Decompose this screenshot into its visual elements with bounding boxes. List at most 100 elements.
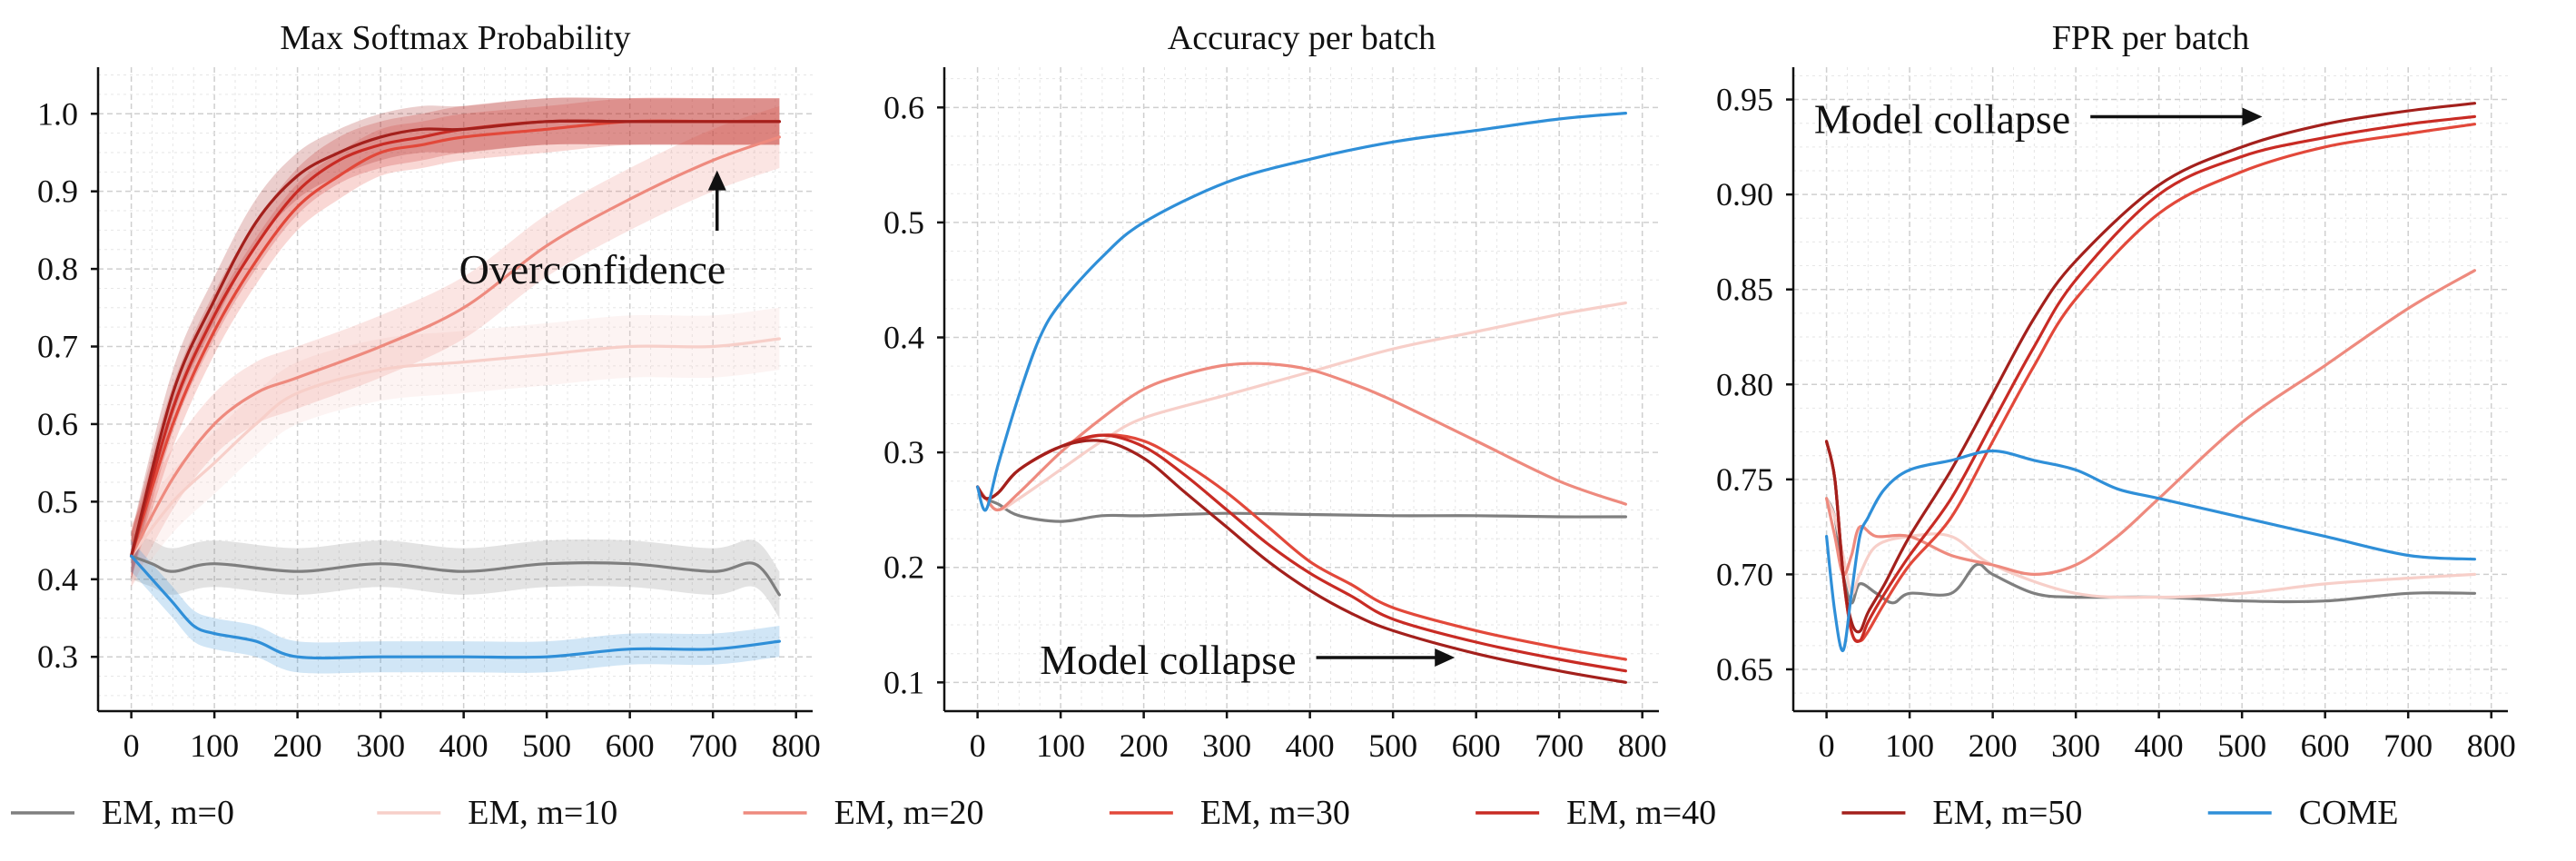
y-tick-label: 0.90 (1716, 176, 1773, 213)
x-tick-label: 200 (1120, 727, 1169, 764)
y-tick-label: 0.85 (1716, 272, 1773, 308)
chart-panel-2: Accuracy per batch 0 100 200 300 400 500 600 700… (883, 19, 1667, 764)
y-tick-label: 0.70 (1716, 556, 1773, 592)
x-tick-label: 0 (970, 727, 986, 764)
series-group (130, 97, 781, 674)
series-band-come (131, 540, 780, 674)
legend-item: EM, m=10 (377, 794, 617, 832)
legend-item: EM, m=0 (11, 794, 234, 832)
x-tick-label: 700 (688, 727, 737, 764)
x-tick-label: 600 (1452, 727, 1501, 764)
x-tick-label: 0 (1819, 727, 1835, 764)
x-tick-label: 800 (2467, 727, 2516, 764)
chart-panel-3: FPR per batch 0 100 200 300 400 500 600 700 800 0.… (1716, 19, 2516, 764)
chart-title: FPR per batch (2052, 19, 2249, 57)
x-tick-label: 500 (1368, 727, 1417, 764)
annotation-arrowhead (707, 170, 726, 191)
series-line-em-m-50 (1825, 102, 2476, 634)
series-line-em-m-40 (976, 433, 1627, 673)
series-line-come (976, 112, 1627, 512)
series-band-em-m-40 (131, 97, 780, 579)
series-line-em-m-20 (976, 361, 1627, 512)
annotation-arrowhead (1435, 648, 1456, 668)
chart-panels: Max Softmax Probability 0 100 200 300 400 500 6… (37, 19, 2516, 764)
legend-item: EM, m=40 (1476, 794, 1716, 832)
x-tick-label: 300 (356, 727, 405, 764)
y-tick-label: 0.7 (37, 329, 78, 365)
x-tick-label: 200 (1969, 727, 2018, 764)
series-line-em-m-0 (130, 554, 781, 597)
annotation-text: Model collapse (1040, 637, 1296, 683)
chart-title: Accuracy per batch (1168, 19, 1436, 57)
grid (98, 67, 813, 711)
legend-label: EM, m=20 (834, 794, 984, 832)
series-line-em-m-10 (976, 301, 1627, 511)
x-tick-label: 400 (1286, 727, 1335, 764)
legend-item: EM, m=30 (1109, 794, 1350, 832)
y-tick-label: 0.1 (883, 664, 924, 700)
x-tick-label: 600 (606, 727, 655, 764)
series-band-em-m-30 (131, 97, 780, 579)
x-tick-label: 100 (1036, 727, 1085, 764)
y-tick-label: 1.0 (37, 95, 78, 132)
y-tick-label: 0.2 (883, 549, 924, 586)
x-tick-label: 0 (123, 727, 140, 764)
series-line-em-m-20 (1825, 269, 2476, 577)
y-tick-label: 0.3 (37, 638, 78, 675)
x-tick-label: 700 (2384, 727, 2433, 764)
legend-item: EM, m=50 (1841, 794, 2082, 832)
series-group (1825, 102, 2476, 652)
x-tick-label: 100 (190, 727, 239, 764)
series-group (976, 112, 1627, 684)
chart-title: Max Softmax Probability (280, 19, 630, 57)
y-tick-label: 0.4 (37, 561, 78, 598)
x-tick-label: 800 (1618, 727, 1667, 764)
x-tick-label: 500 (2217, 727, 2266, 764)
y-tick-label: 0.3 (883, 434, 924, 470)
y-tick-label: 0.4 (883, 320, 924, 356)
y-tick-label: 0.5 (37, 483, 78, 520)
legend-label: EM, m=30 (1200, 794, 1350, 832)
y-tick-label: 0.6 (37, 406, 78, 442)
annotation-text: Model collapse (1814, 95, 2070, 142)
series-line-em-m-40 (1825, 114, 2476, 644)
series-line-em-m-10 (1825, 497, 2476, 599)
legend-label: EM, m=40 (1566, 794, 1716, 832)
legend-label: EM, m=10 (468, 794, 617, 832)
legend-item: COME (2207, 794, 2399, 832)
series-line-come (130, 554, 781, 660)
legend-label: EM, m=50 (1932, 794, 2082, 832)
y-tick-label: 0.8 (37, 251, 78, 287)
x-tick-label: 700 (1535, 727, 1584, 764)
annotation-arrowhead (2242, 107, 2263, 126)
annotation-text: Overconfidence (459, 246, 726, 292)
series-line-em-m-50 (130, 119, 781, 558)
grid (1793, 67, 2508, 711)
y-tick-label: 0.9 (37, 173, 78, 210)
series-band-em-m-20 (131, 105, 780, 588)
legend: EM, m=0 EM, m=10 EM, m=20 EM, m=30 EM, m=40 E… (11, 794, 2399, 832)
x-tick-label: 200 (273, 727, 322, 764)
y-tick-label: 0.65 (1716, 651, 1773, 688)
x-tick-label: 300 (2051, 727, 2100, 764)
series-band-em-m-0 (131, 532, 780, 619)
legend-label: EM, m=0 (102, 794, 234, 832)
series-line-em-m-20 (130, 135, 781, 558)
chart-panel-1: Max Softmax Probability 0 100 200 300 400 500 6… (37, 19, 821, 764)
grid (944, 67, 1659, 712)
y-tick-label: 0.5 (883, 204, 924, 241)
x-tick-label: 400 (439, 727, 489, 764)
series-line-come (1825, 449, 2476, 652)
legend-item: EM, m=20 (743, 794, 984, 832)
x-tick-label: 400 (2135, 727, 2184, 764)
x-tick-label: 300 (1202, 727, 1251, 764)
series-line-em-m-0 (976, 485, 1627, 523)
y-tick-label: 0.95 (1716, 82, 1773, 118)
x-tick-label: 600 (2301, 727, 2350, 764)
series-line-em-m-30 (976, 433, 1627, 661)
y-tick-label: 0.80 (1716, 366, 1773, 402)
series-line-em-m-10 (130, 337, 781, 558)
x-tick-label: 800 (772, 727, 821, 764)
y-tick-label: 0.6 (883, 89, 924, 125)
